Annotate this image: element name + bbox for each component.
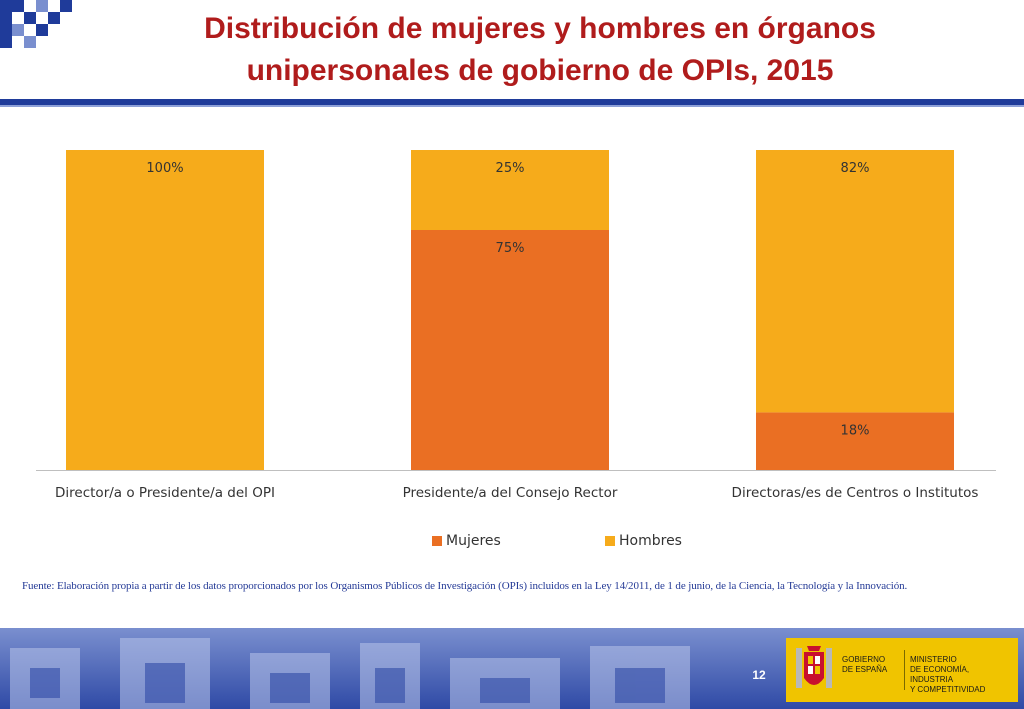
page-title: Distribución de mujeres y hombres en órg…	[130, 8, 950, 92]
source-note: Fuente: Elaboración propia a partir de l…	[22, 580, 908, 592]
checker-decoration-icon	[0, 0, 72, 48]
title-line-1: Distribución de mujeres y hombres en órg…	[204, 12, 876, 45]
legend-label-mujeres: Mujeres	[446, 533, 501, 549]
bar-hombres-3	[756, 150, 954, 413]
gov-line-2: DE ESPAÑA	[842, 665, 888, 674]
legend-swatch-mujeres	[432, 536, 442, 546]
legend-swatch-hombres	[605, 536, 615, 546]
category-label-2: Presidente/a del Consejo Rector	[403, 485, 618, 501]
data-label-hombres-3: 82%	[841, 161, 870, 176]
stacked-bar-chart: 100% Director/a o Presidente/a del OPI 75%…	[36, 150, 996, 501]
coat-of-arms-icon	[796, 646, 832, 688]
gobierno-label: GOBIERNO DE ESPAÑA	[842, 655, 902, 675]
min-line-2: DE ECONOMÍA, INDUSTRIA	[910, 665, 970, 684]
ministerio-label: MINISTERIO DE ECONOMÍA, INDUSTRIA Y COMP…	[910, 655, 1014, 695]
title-line-2: unipersonales de gobierno de OPIs, 2015	[246, 54, 834, 87]
government-logo: GOBIERNO DE ESPAÑA MINISTERIO DE ECONOMÍ…	[786, 638, 1018, 702]
page-number: 12	[752, 668, 766, 682]
category-label-3: Directoras/es de Centros o Institutos	[732, 485, 979, 501]
gov-line-1: GOBIERNO	[842, 655, 886, 664]
data-label-hombres-1: 100%	[146, 161, 183, 176]
category-label-1: Director/a o Presidente/a del OPI	[55, 485, 275, 501]
min-line-1: MINISTERIO	[910, 655, 957, 664]
legend-hombres: Hombres	[605, 533, 682, 549]
data-label-mujeres-3: 18%	[841, 423, 870, 438]
bar-mujeres-2	[411, 230, 609, 470]
data-label-mujeres-2: 75%	[496, 241, 525, 256]
min-line-3: Y COMPETITIVIDAD	[910, 685, 986, 694]
data-label-hombres-2: 25%	[496, 161, 525, 176]
legend-label-hombres: Hombres	[619, 533, 682, 549]
title-rule	[0, 99, 1024, 105]
logo-separator	[904, 650, 905, 690]
title-rule-light	[0, 105, 1024, 107]
legend-mujeres: Mujeres	[432, 533, 501, 549]
bar-hombres-1	[66, 150, 264, 470]
bar-hombres-2	[411, 150, 609, 230]
coat-of-arms-pattern-icon	[10, 638, 690, 709]
bar-mujeres-3	[756, 412, 954, 470]
footer-banner: 12 GOBIERNO DE ESPAÑA MINISTERIO DE ECON…	[0, 628, 1024, 709]
